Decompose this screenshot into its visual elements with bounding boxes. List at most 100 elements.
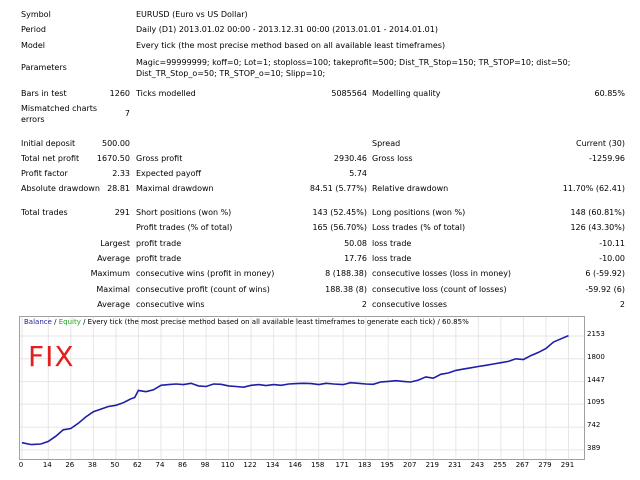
long-positions-value: 148 (60.81%) — [570, 208, 625, 217]
row-maximum: Maximum consecutive wins (profit in mone… — [0, 268, 640, 280]
max-cons-losses-value: 6 (-59.92) — [585, 269, 625, 278]
max-cons-wins-value: 8 (188.38) — [325, 269, 367, 278]
row-net-profit: Total net profit 1670.50 Gross profit 29… — [0, 153, 640, 165]
x-tick-label: 267 — [515, 461, 530, 469]
y-tick-label: 1800 — [587, 352, 605, 361]
y-tick-label: 389 — [587, 443, 601, 452]
largest-profit-label: profit trade — [136, 239, 182, 248]
y-tick-label: 1447 — [587, 375, 605, 384]
row-largest: Largest profit trade 50.08 loss trade -1… — [0, 238, 640, 250]
legend-description: / Every tick (the most precise method ba… — [80, 318, 469, 326]
mismatch-value: 7 — [124, 109, 130, 118]
symbol-label: Symbol — [21, 10, 51, 19]
y-tick-label: 2153 — [587, 330, 605, 339]
profit-trades-value: 165 (56.70%) — [312, 223, 367, 232]
x-tick-label: 0 — [18, 461, 24, 469]
maximal-label: Maximal — [96, 285, 130, 294]
maximal-cons-profit-value: 188.38 (8) — [325, 285, 367, 294]
total-trades-label: Total trades — [21, 208, 68, 217]
gross-profit-label: Gross profit — [136, 154, 183, 163]
x-tick-label: 38 — [87, 461, 97, 469]
row-profit-factor: Profit factor 2.33 Expected payoff 5.74 — [0, 168, 640, 180]
parameters-label: Parameters — [21, 63, 67, 72]
x-tick-label: 134 — [265, 461, 280, 469]
row-average: Average profit trade 17.76 loss trade -1… — [0, 253, 640, 265]
ticks-label: Ticks modelled — [136, 89, 196, 98]
series-line-balance — [21, 334, 569, 446]
x-tick-label: 171 — [335, 461, 349, 469]
maximum-label: Maximum — [90, 269, 130, 278]
x-tick-label: 231 — [448, 461, 462, 469]
initial-deposit-label: Initial deposit — [21, 139, 76, 148]
symbol-value: EURUSD (Euro vs US Dollar) — [136, 10, 248, 19]
max-cons-losses-label: consecutive losses (loss in money) — [372, 269, 512, 278]
bars-label: Bars in test — [21, 89, 67, 98]
abs-drawdown-label: Absolute drawdown — [21, 184, 100, 193]
profit-factor-value: 2.33 — [112, 169, 130, 178]
x-tick-label: 62 — [132, 461, 142, 469]
avg-cons-losses-label: consecutive losses — [372, 300, 448, 309]
legend-separator: / — [51, 318, 59, 326]
average-profit-label: profit trade — [136, 254, 182, 263]
largest-label: Largest — [100, 239, 130, 248]
average-label: Average — [97, 254, 130, 263]
period-value: Daily (D1) 2013.01.02 00:00 - 2013.12.31… — [136, 25, 438, 34]
net-profit-label: Total net profit — [21, 154, 80, 163]
abs-drawdown-value: 28.81 — [107, 184, 130, 193]
row-maximal: Maximal consecutive profit (count of win… — [0, 284, 640, 296]
x-tick-label: 26 — [65, 461, 75, 469]
spread-label: Spread — [372, 139, 401, 148]
max-cons-wins-label: consecutive wins (profit in money) — [136, 269, 275, 278]
balance-chart-plot — [20, 317, 584, 459]
loss-trades-label: Loss trades (% of total) — [372, 223, 466, 232]
rel-drawdown-value: 11.70% (62.41) — [562, 184, 625, 193]
maximal-cons-loss-label: consecutive loss (count of losses) — [372, 285, 507, 294]
average2-label: Average — [97, 300, 130, 309]
row-parameters: Parameters Magic=99999999; koff=0; Lot=1… — [0, 57, 640, 79]
row-drawdown: Absolute drawdown 28.81 Maximal drawdown… — [0, 183, 640, 195]
initial-deposit-value: 500.00 — [102, 139, 130, 148]
rel-drawdown-label: Relative drawdown — [372, 184, 449, 193]
x-tick-label: 98 — [200, 461, 210, 469]
ticks-value: 5085564 — [331, 89, 367, 98]
row-initial-deposit: Initial deposit 500.00 Spread Current (3… — [0, 138, 640, 150]
short-positions-label: Short positions (won %) — [136, 208, 232, 217]
quality-label: Modelling quality — [372, 89, 441, 98]
row-symbol: Symbol EURUSD (Euro vs US Dollar) — [0, 9, 640, 21]
chart-legend: Balance / Equity / Every tick (the most … — [24, 318, 469, 326]
x-tick-label: 110 — [220, 461, 235, 469]
x-tick-label: 14 — [42, 461, 52, 469]
parameters-value: Magic=99999999; koff=0; Lot=1; stoploss=… — [136, 58, 571, 78]
balance-chart — [19, 316, 585, 460]
x-tick-label: 146 — [288, 461, 302, 469]
spread-value: Current (30) — [575, 139, 625, 148]
fix-overlay-text: FIX — [28, 340, 75, 373]
loss-trades-value: 126 (43.30%) — [570, 223, 625, 232]
quality-value: 60.85% — [594, 89, 625, 98]
row-average-consecutive: Average consecutive wins 2 consecutive l… — [0, 299, 640, 311]
maximal-cons-profit-label: consecutive profit (count of wins) — [136, 285, 270, 294]
x-tick-label: 50 — [110, 461, 120, 469]
average-loss-label: loss trade — [372, 254, 412, 263]
net-profit-value: 1670.50 — [96, 154, 130, 163]
average-profit-value: 17.76 — [344, 254, 367, 263]
expected-payoff-value: 5.74 — [349, 169, 367, 178]
period-label: Period — [21, 25, 46, 34]
short-positions-value: 143 (52.45%) — [312, 208, 367, 217]
bars-value: 1260 — [109, 89, 130, 98]
row-profit-trades: Profit trades (% of total) 165 (56.70%) … — [0, 222, 640, 234]
profit-trades-label: Profit trades (% of total) — [136, 223, 233, 232]
x-tick-label: 243 — [470, 461, 485, 469]
gross-loss-label: Gross loss — [372, 154, 413, 163]
x-tick-label: 207 — [403, 461, 417, 469]
average-loss-value: -10.00 — [599, 254, 625, 263]
profit-factor-label: Profit factor — [21, 169, 68, 178]
long-positions-label: Long positions (won %) — [372, 208, 466, 217]
row-total-trades: Total trades 291 Short positions (won %)… — [0, 207, 640, 219]
avg-cons-wins-value: 2 — [361, 300, 367, 309]
total-trades-value: 291 — [114, 208, 130, 217]
row-mismatch: Mismatched charts errors 7 — [0, 103, 640, 125]
x-tick-label: 291 — [560, 461, 575, 469]
expected-payoff-label: Expected payoff — [136, 169, 201, 178]
y-tick-label: 742 — [587, 421, 601, 430]
